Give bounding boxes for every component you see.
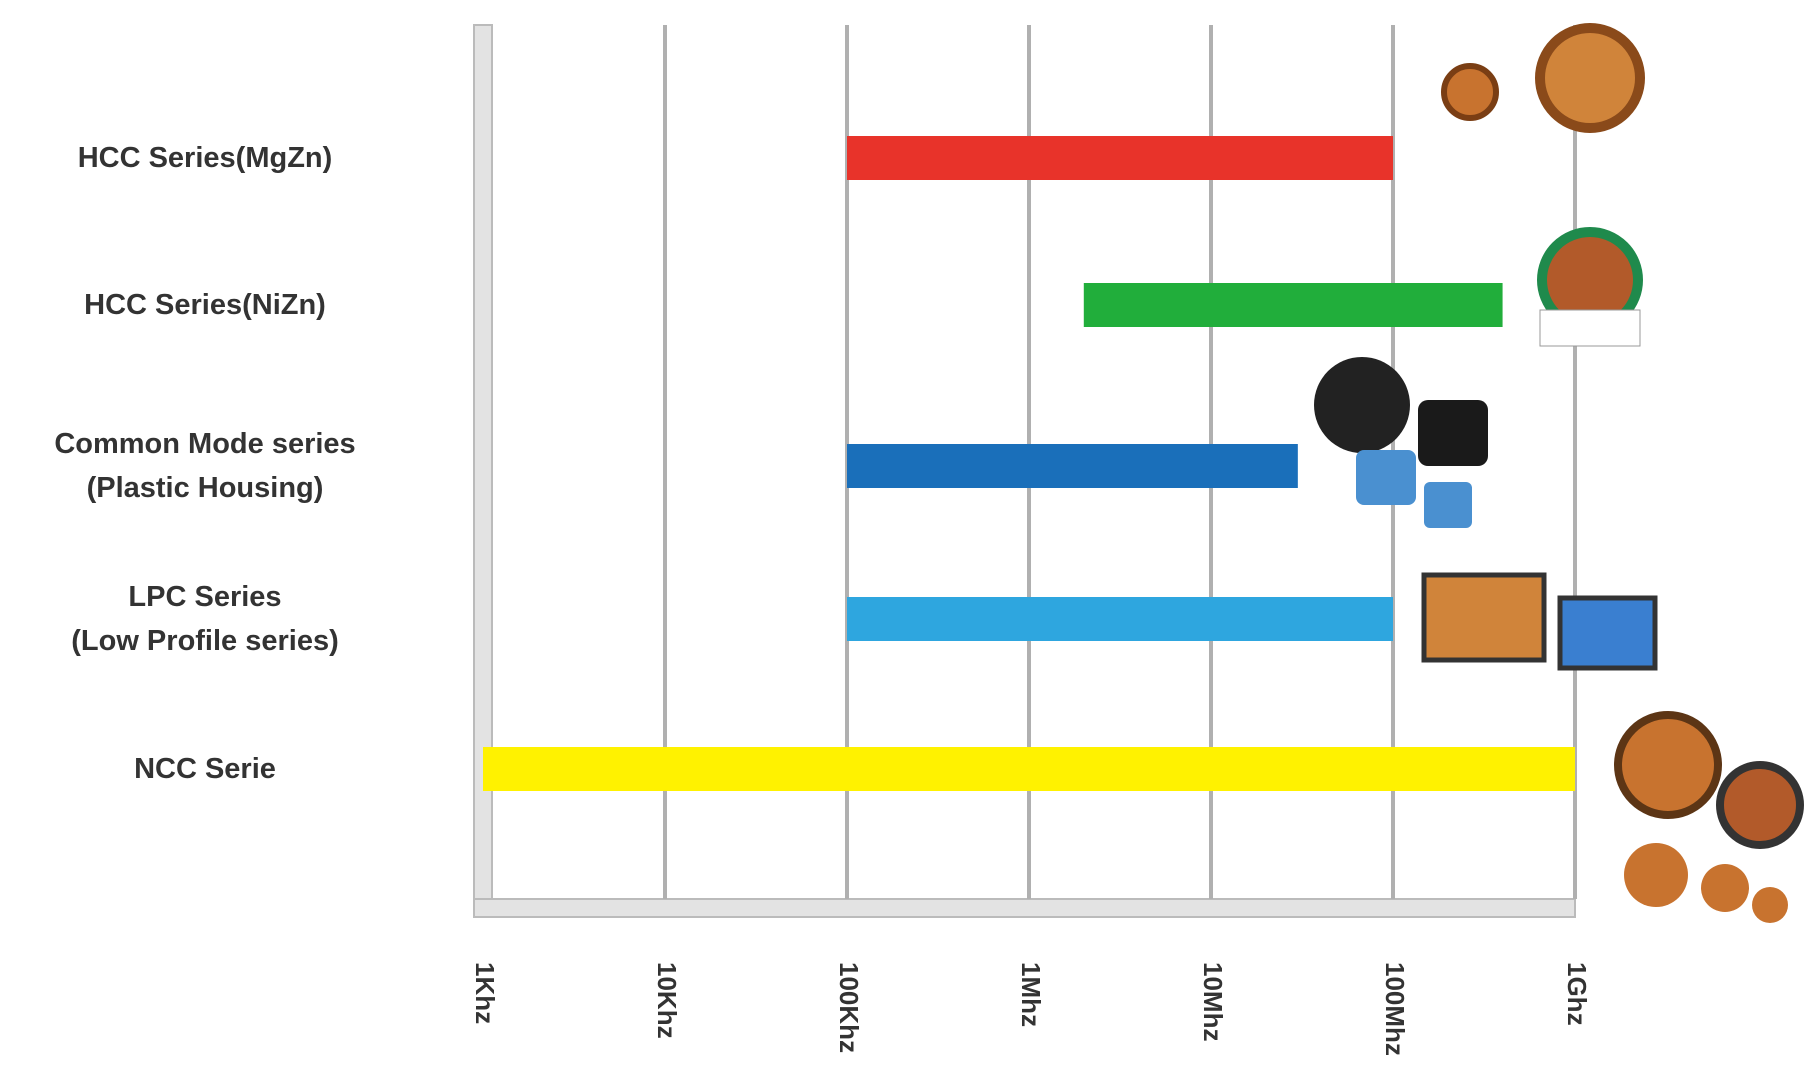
bar bbox=[1083, 283, 1503, 327]
bar bbox=[847, 444, 1298, 488]
x-axis-frame bbox=[473, 898, 1576, 918]
category-label: NCC Serie bbox=[134, 753, 276, 785]
category-label: HCC Series(NiZn) bbox=[84, 289, 326, 321]
bar bbox=[847, 597, 1393, 641]
category-label: Common Mode series (Plastic Housing) bbox=[54, 428, 356, 504]
bar bbox=[483, 747, 1575, 791]
x-tick-label: 1Khz bbox=[470, 962, 500, 1024]
x-tick-label: 10Khz bbox=[652, 962, 682, 1039]
x-tick-label: 100Mhz bbox=[1380, 962, 1410, 1056]
x-tick-label: 1Mhz bbox=[1016, 962, 1046, 1027]
x-tick-label: 1Ghz bbox=[1562, 962, 1592, 1026]
category-label: HCC Series(MgZn) bbox=[77, 142, 333, 174]
category-label: LPC Series (Low Profile series) bbox=[71, 581, 339, 657]
bar bbox=[847, 136, 1393, 180]
product-photos bbox=[1314, 23, 1804, 923]
x-tick-label: 10Mhz bbox=[1198, 962, 1228, 1041]
x-tick-label: 100Khz bbox=[834, 962, 864, 1053]
